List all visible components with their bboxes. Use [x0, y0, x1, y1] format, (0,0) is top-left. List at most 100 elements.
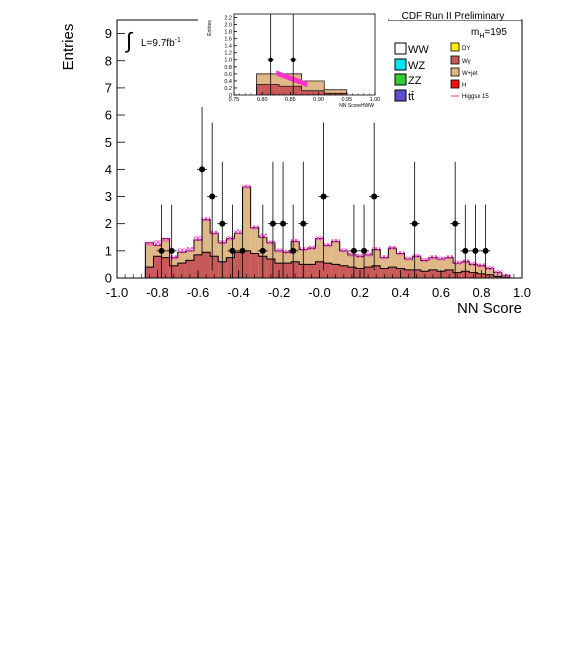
- y-tick-label: 9: [105, 26, 112, 41]
- data-point: [219, 220, 226, 227]
- signal-bin: [323, 243, 332, 248]
- wjet-bar: [485, 268, 494, 278]
- data-point: [158, 247, 165, 254]
- legend-label-ttbar: tt̄: [408, 91, 414, 103]
- inset-signal-band-shape: [276, 70, 308, 88]
- data-point: [269, 220, 276, 227]
- wgamma-bar: [234, 252, 243, 278]
- wjet-bar: [436, 258, 446, 278]
- signal-bin: [347, 252, 356, 257]
- wgamma-outline: [256, 84, 348, 95]
- x-tick-label: -0.6: [187, 285, 209, 300]
- wgamma-bar: [161, 257, 170, 278]
- legend-left-column: WW WZ ZZ tt̄: [394, 42, 429, 103]
- wjet-bar: [242, 187, 251, 278]
- signal-bin: [315, 236, 324, 241]
- signal-hatched-band: [145, 184, 510, 278]
- inset-plot: 0.75 0.80 0.85 0.90 0.95 1.00 00.20.40.60.81.…: [198, 5, 388, 109]
- signal-bin: [339, 248, 348, 253]
- y-tick-label: 2.0: [224, 22, 232, 28]
- signal-bin: [177, 248, 186, 254]
- wgamma-bar: [380, 268, 389, 278]
- wgamma-bar: [279, 86, 302, 95]
- x-tick-label: -0.4: [227, 285, 249, 300]
- wjet-bar: [469, 264, 478, 278]
- wgamma-bar: [145, 267, 154, 278]
- y-tick-label: 3: [105, 189, 112, 204]
- signal-bin: [283, 249, 292, 254]
- legend-label-wjet: W+jet: [462, 71, 478, 77]
- legend-item-ww: WW: [394, 42, 429, 56]
- data-point: [350, 247, 357, 254]
- inset-data-points: [267, 14, 297, 95]
- legend-label-wgamma: Wγ: [462, 59, 471, 65]
- legend-item-wjet: W+jet: [450, 67, 478, 77]
- legend-swatch-ttbar: [394, 89, 407, 102]
- signal-bin: [161, 237, 170, 242]
- y-tick-label: 7: [105, 80, 112, 95]
- wgamma-bar: [210, 256, 219, 278]
- signal-bin: [291, 238, 300, 243]
- wgamma-bar: [301, 90, 325, 95]
- wjet-bar: [380, 257, 389, 278]
- wgamma-bar: [404, 269, 413, 278]
- y-tick-label: 2: [105, 216, 112, 231]
- data-point: [320, 193, 327, 200]
- wjet-bar: [250, 227, 259, 278]
- wgamma-bar: [372, 265, 381, 278]
- legend-label-ww: WW: [408, 44, 429, 56]
- signal-bin: [274, 248, 284, 253]
- y-tick-label: 6: [105, 108, 112, 123]
- data-point: [361, 247, 368, 254]
- signal-bin: [469, 262, 478, 267]
- legend-item-wgamma: Wγ: [450, 55, 471, 65]
- mass-label: mH=195: [471, 27, 507, 40]
- wgamma-bar: [256, 84, 280, 95]
- wjet-bar: [202, 219, 211, 278]
- y-tick-label: 1.4: [224, 44, 232, 50]
- y-tick-label: 0.8: [224, 65, 232, 71]
- signal-bin: [242, 184, 251, 189]
- y-tick-label: 0.2: [224, 86, 232, 92]
- legend-swatch-zz: [394, 73, 407, 86]
- signal-bin: [234, 229, 243, 235]
- signal-bin: [185, 247, 194, 252]
- wgamma-bar: [153, 256, 162, 278]
- inset-y-axis-label: Entries: [207, 20, 213, 36]
- y-tick-label: 0.6: [224, 72, 232, 78]
- wgamma-bar: [266, 258, 275, 278]
- legend-item-ttbar: tt̄: [394, 89, 414, 103]
- inset-x-axis-label: NN ScoreHWW: [339, 103, 374, 109]
- y-tick-label: 5: [105, 135, 112, 150]
- x-tick-label: 0.8: [472, 285, 490, 300]
- y-tick-label: 1.2: [224, 51, 232, 57]
- signal-bin: [331, 238, 340, 243]
- signal-bin: [153, 240, 162, 247]
- legend-label-higgs-x15: Higgsx 15: [462, 94, 489, 100]
- wjet-bar: [404, 258, 413, 278]
- integral-sign: ∫: [124, 28, 134, 53]
- x-tick-label: -1.0: [106, 285, 128, 300]
- wgamma-bar: [364, 267, 373, 278]
- legend-item-higgs-x15: Higgsx 15: [451, 94, 489, 100]
- signal-bin: [388, 245, 397, 250]
- y-tick-label: 8: [105, 53, 112, 68]
- wjet-bar: [315, 238, 324, 278]
- data-point: [229, 247, 236, 254]
- signal-bin: [145, 241, 154, 246]
- y-tick-label: 1.8: [224, 30, 232, 36]
- data-point: [482, 247, 489, 254]
- signal-bin: [404, 256, 413, 261]
- wgamma-bar: [291, 261, 300, 278]
- legend-item-h: H: [450, 79, 466, 89]
- wgamma-bar: [428, 269, 437, 278]
- data-point: [411, 220, 418, 227]
- signal-bin: [380, 255, 389, 260]
- y-axis-ticks: 0 1 2 3 4 5 6 7 8 9: [105, 26, 125, 286]
- lumi-label: L=9.7fb-1: [141, 37, 181, 49]
- wgamma-bar: [323, 263, 332, 278]
- wgamma-bar: [283, 263, 292, 278]
- legend-label-h: H: [462, 83, 466, 89]
- wjet-bar: [396, 253, 405, 278]
